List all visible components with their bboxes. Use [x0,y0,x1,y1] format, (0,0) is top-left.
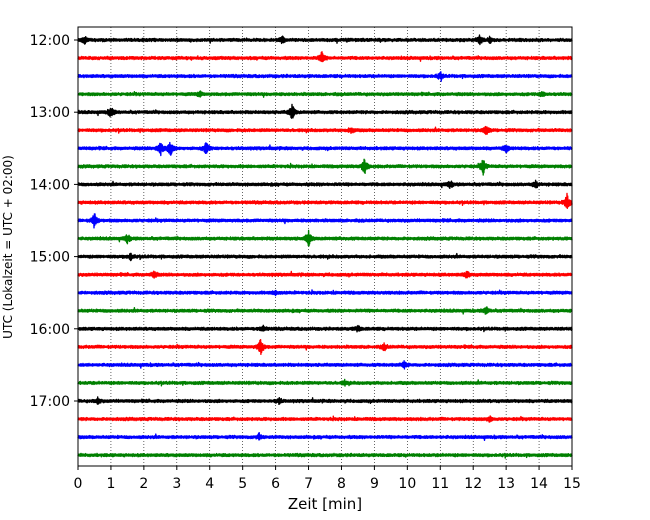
trace-row [77,192,573,210]
x-tick-label: 2 [139,476,148,492]
trace-row [77,306,573,315]
trace-row [77,179,573,190]
trace-rows [77,34,573,459]
trace-row [77,213,573,229]
x-tick-label: 11 [431,476,449,492]
trace-row [77,229,573,247]
x-tick-label: 5 [238,476,247,492]
trace-row [77,34,573,46]
x-tick-label: 3 [172,476,181,492]
trace-row [77,252,573,262]
trace-row [77,103,573,119]
trace-row [77,452,573,459]
x-tick-label: 10 [398,476,416,492]
trace-row [77,324,573,333]
x-tick-label: 1 [106,476,115,492]
x-tick-label: 8 [337,476,346,492]
trace-row [77,90,573,98]
vertical-gridlines [110,27,540,466]
trace-row [77,158,573,176]
trace-row [77,339,573,355]
x-tick-label: 12 [464,476,482,492]
x-tick-label: 6 [271,476,280,492]
y-tick-label: 12:00 [30,33,70,49]
trace-row [77,360,573,370]
x-tick-label: 9 [370,476,379,492]
x-tick-label: 15 [563,476,581,492]
x-axis-ticks: 0 1 2 3 4 5 6 7 8 9 10 11 12 13 14 15 [74,466,581,492]
x-tick-label: 14 [530,476,548,492]
y-tick-label: 14:00 [30,177,70,193]
y-tick-label: 13:00 [30,105,70,121]
y-tick-label: 17:00 [30,394,70,410]
trace-row [77,270,573,279]
trace-row [77,141,573,157]
x-tick-label: 7 [304,476,313,492]
trace-row [77,289,573,297]
trace-row [77,415,573,423]
y-tick-label: 16:00 [30,322,70,338]
plot-frame [77,26,573,467]
x-tick-label: 13 [497,476,515,492]
trace-row [77,396,573,405]
x-tick-label: 0 [74,476,83,492]
trace-row [77,125,573,136]
trace-row [77,432,573,441]
x-tick-label: 4 [205,476,214,492]
trace-row [77,71,573,82]
y-axis-label: UTC (Lokalzeit = UTC + 02:00) [1,155,15,339]
y-axis-ticks: 12:00 13:00 14:00 15:00 16:00 17:00 [30,33,78,410]
trace-row [77,378,573,387]
x-axis-label: Zeit [min] [288,495,362,513]
trace-row [77,51,573,63]
y-tick-label: 15:00 [30,250,70,266]
